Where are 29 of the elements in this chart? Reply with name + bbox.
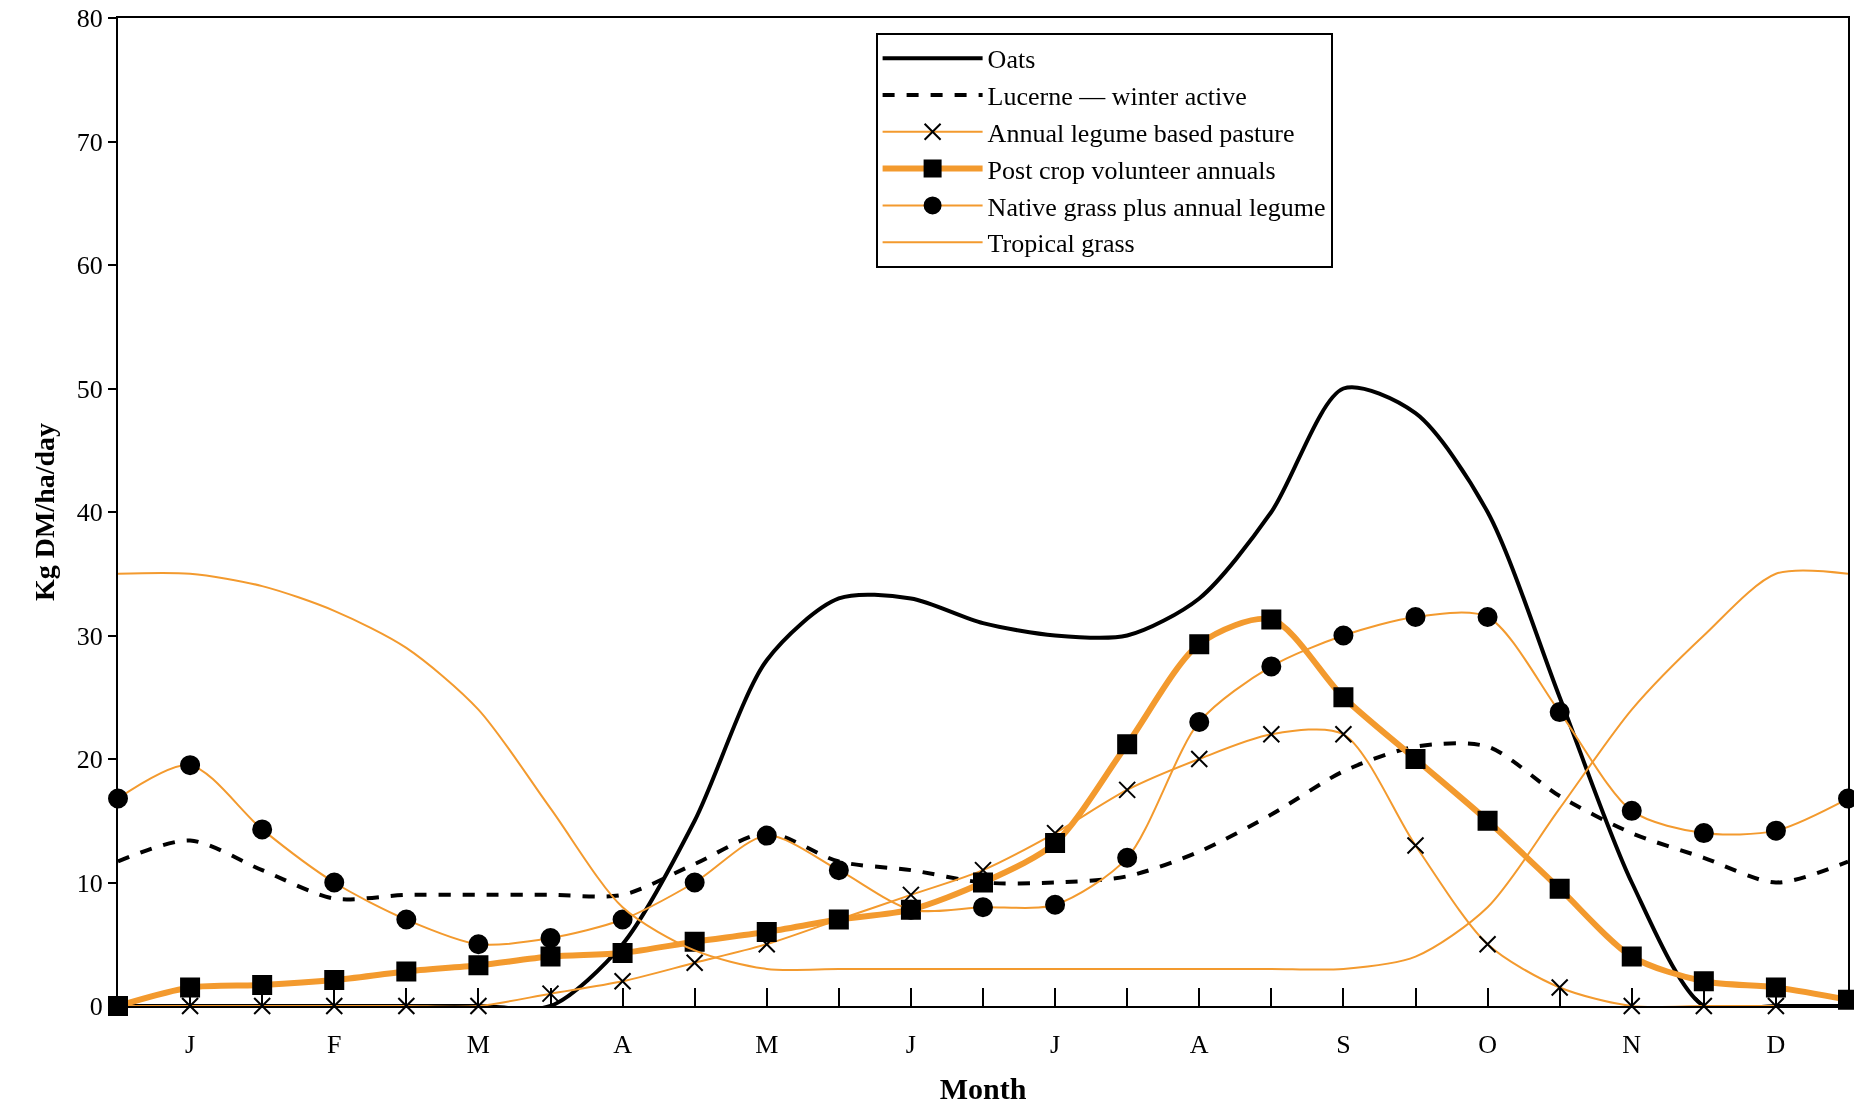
y-tick-label: 40	[76, 498, 103, 528]
x-tick-label: D	[1766, 1030, 1786, 1060]
y-tick-label: 50	[76, 374, 103, 404]
y-tick-label: 20	[76, 745, 103, 775]
x-tick-label: A	[1189, 1030, 1209, 1060]
y-axis-title: Kg DM/ha/day	[29, 422, 60, 602]
y-tick-label: 10	[76, 868, 103, 898]
legend-label: Tropical grass	[987, 229, 1135, 259]
y-tick-label: 70	[76, 127, 103, 157]
legend-label: Native grass plus annual legume	[987, 192, 1326, 222]
x-tick-label: M	[755, 1030, 779, 1060]
x-tick-label: M	[466, 1030, 490, 1060]
y-tick-label: 0	[89, 992, 103, 1022]
x-tick-label: J	[1050, 1030, 1061, 1060]
x-tick-label: S	[1336, 1030, 1351, 1060]
legend-label: Post crop volunteer annuals	[987, 155, 1276, 185]
legend-label: Oats	[987, 45, 1036, 75]
x-tick-label: A	[613, 1030, 633, 1060]
x-tick-label: N	[1622, 1030, 1642, 1060]
y-tick-label: 80	[76, 4, 103, 34]
legend-label: Lucerne — winter active	[987, 82, 1247, 112]
x-tick-label: J	[905, 1030, 916, 1060]
legend-label: Annual legume based pasture	[987, 118, 1295, 148]
x-tick-label: O	[1478, 1030, 1497, 1060]
x-tick-label: J	[185, 1030, 196, 1060]
y-tick-label: 30	[76, 621, 103, 651]
y-tick-label: 60	[76, 251, 103, 281]
x-axis-title: Month	[939, 1072, 1027, 1106]
x-tick-label: F	[327, 1030, 342, 1060]
